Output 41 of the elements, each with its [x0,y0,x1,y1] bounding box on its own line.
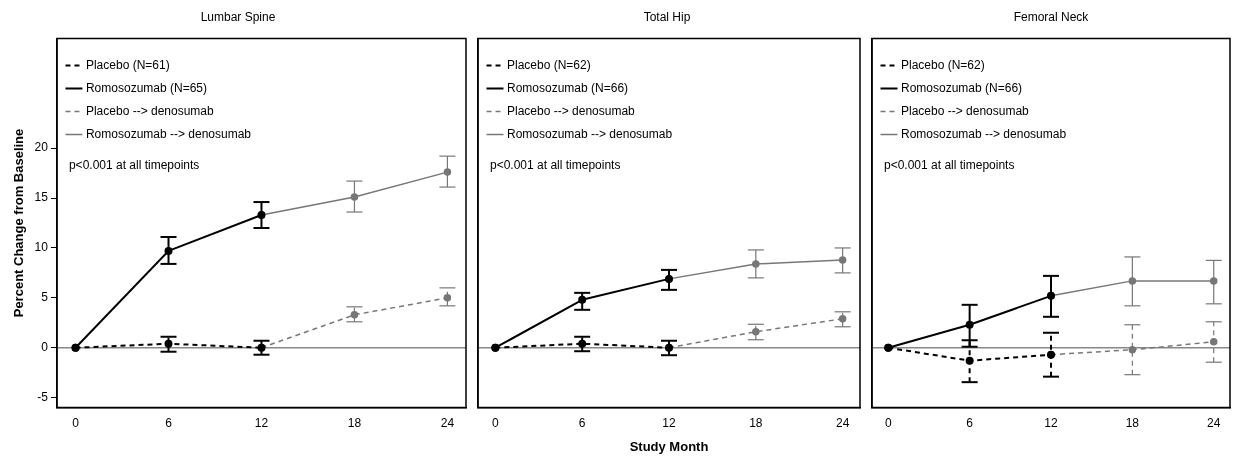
x-tick-label: 0 [492,416,500,431]
annotation: p<0.001 at all timepoints [884,157,1015,172]
x-tick-label: 0 [884,416,892,431]
x-tick-label: 24 [1207,416,1221,431]
legend-label: Romosozumab --> denosumab [507,126,673,141]
chart-title: Total Hip [643,9,691,24]
x-axis-title: Study Month [629,439,709,455]
legend-label: Placebo --> denosumab [85,103,215,118]
annotation: p<0.001 at all timepoints [490,157,621,172]
x-tick-label: 24 [835,416,850,431]
legend-label: Placebo --> denosumab [507,103,636,118]
legend-label: Romosozumab (N=66) [507,80,629,95]
legend-label: Romosozumab --> denosumab [85,126,252,141]
x-tick-label: 6 [578,416,586,431]
x-tick-label: 12 [662,416,676,431]
legend-label: Romosozumab --> denosumab [901,126,1067,141]
x-tick-label: 12 [1044,416,1058,431]
y-tick-label: 10 [34,240,49,255]
legend-label: Placebo --> denosumab [901,103,1030,118]
chart-title: Lumbar Spine [200,9,276,24]
legend-label: Placebo (N=61) [85,57,170,72]
x-tick-label: 0 [72,416,80,431]
x-tick-label: 18 [1125,416,1140,431]
annotation: p<0.001 at all timepoints [68,157,200,172]
legend-label: Romosozumab (N=65) [85,80,208,95]
y-tick-label: 0 [41,340,49,355]
y-tick-label: 20 [34,140,49,155]
chart-title: Femoral Neck [1013,9,1090,24]
y-tick-label: 15 [34,190,49,205]
legend-label: Romosozumab (N=66) [901,80,1023,95]
y-axis-title: Percent Change from Baseline [11,128,27,318]
y-tick-label: 5 [41,290,49,305]
x-tick-label: 18 [749,416,763,431]
x-tick-label: 6 [165,416,173,431]
x-tick-label: 24 [440,416,455,431]
legend-label: Placebo (N=62) [901,57,985,72]
x-tick-label: 12 [254,416,269,431]
x-tick-label: 6 [966,416,974,431]
x-tick-label: 18 [347,416,362,431]
legend-label: Placebo (N=62) [507,57,591,72]
y-tick-label: -5 [37,389,49,404]
